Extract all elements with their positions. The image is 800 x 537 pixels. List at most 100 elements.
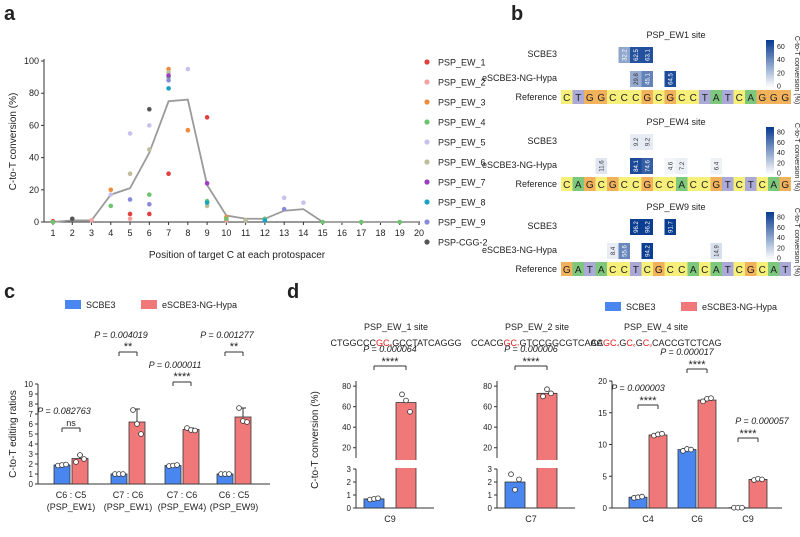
heatmap-cell (676, 71, 688, 87)
colorbar-segment (766, 53, 774, 57)
y-tick-label: 40 (483, 423, 492, 432)
bar (504, 481, 526, 509)
reference-base (595, 262, 607, 276)
legend-label: PSP_EW_7 (438, 178, 486, 188)
colorbar-segment (766, 170, 774, 174)
colorbar-tick-label: 20 (777, 160, 785, 167)
x-category-label: C7 (525, 514, 537, 524)
x-tick-label: 5 (128, 228, 133, 238)
sequence-segment: GTCCGGCGTCAAC (519, 338, 603, 348)
heatmap-cell (733, 47, 745, 63)
reference-base-letter: C (667, 180, 674, 191)
y-tick-label: 80 (483, 382, 492, 391)
colorbar-segment (766, 161, 774, 165)
x-tick-label: 7 (166, 228, 171, 238)
heatmap-cell (561, 71, 573, 87)
legend-swatch (605, 302, 621, 311)
heatmap-cell (595, 47, 607, 63)
legend-marker (424, 219, 430, 225)
reference-base-letter: C (632, 180, 639, 191)
bar (395, 402, 417, 509)
heatmap-cell (687, 134, 699, 150)
x-tick-label: 12 (260, 228, 270, 238)
heatmap-row-label: Reference (515, 92, 557, 102)
reference-base-letter: G (655, 265, 663, 276)
p-value: P = 0.000017 (660, 347, 714, 357)
bar (697, 399, 717, 509)
x-tick-label: 18 (375, 228, 385, 238)
heatmap-row-label: Reference (515, 179, 557, 189)
colorbar-segment (766, 156, 774, 160)
reference-base (595, 177, 607, 191)
y-tick-label: 80 (342, 382, 351, 391)
reference-base (630, 262, 642, 276)
data-point (108, 187, 114, 193)
heatmap-cell (779, 71, 791, 87)
reference-base-letter: C (563, 93, 570, 104)
heatmap-value: 91.7 (668, 221, 674, 233)
replicate-point (508, 471, 514, 478)
reference-base-letter: G (586, 93, 594, 104)
heatmap-cell (572, 134, 584, 150)
data-point (358, 219, 364, 225)
heatmap-cell (618, 71, 630, 87)
sequence-segment: ₉ (649, 341, 652, 348)
heatmap-cell (722, 47, 734, 63)
reference-base-letter: C (632, 93, 639, 104)
heatmap-cell (699, 158, 711, 174)
replicate-point (512, 486, 518, 493)
replicate-point (407, 408, 413, 415)
x-tick-label: 1 (50, 228, 55, 238)
reference-base-letter: T (725, 180, 731, 191)
heatmap-value: 14.9 (714, 245, 720, 257)
reference-base (572, 262, 584, 276)
reference-base (722, 262, 734, 276)
sequence-segment: GCCTATCAGGG (392, 338, 461, 348)
legend-swatch (141, 300, 157, 309)
reference-base (618, 177, 630, 191)
heatmap-cell (641, 134, 653, 150)
heatmap-value: 6.4 (714, 161, 720, 170)
reference-base (745, 90, 757, 104)
y-tick-label: 10 (24, 380, 33, 389)
y-tick-label: 100 (24, 56, 39, 66)
reference-base-letter: G (609, 180, 617, 191)
data-point (204, 200, 210, 205)
colorbar-segment (766, 65, 774, 69)
reference-base-letter: C (736, 180, 743, 191)
heatmap-cell (745, 71, 757, 87)
reference-base-letter: G (781, 93, 789, 104)
p-value: P = 0.001277 (200, 330, 254, 340)
heatmap-cell (756, 219, 768, 235)
heatmap-cell (733, 71, 745, 87)
reference-base (664, 177, 676, 191)
reference-base-letter: C (609, 265, 616, 276)
heatmap-cell (641, 71, 653, 87)
reference-base (561, 262, 573, 276)
reference-base-letter: C (655, 180, 662, 191)
reference-base (607, 262, 619, 276)
colorbar-tick-label: 20 (777, 70, 785, 77)
y-axis-label: C-to-T editing ratios (8, 390, 19, 478)
p-value: P = 0.082763 (37, 406, 90, 416)
bar (234, 416, 252, 485)
heatmap-cell (745, 158, 757, 174)
replicate-point (659, 430, 665, 437)
replicate-point (192, 427, 198, 434)
heatmap-cell (687, 71, 699, 87)
legend-marker (424, 159, 430, 165)
y-tick-label: 0 (347, 504, 352, 513)
reference-base-letter: G (597, 93, 605, 104)
heatmap-value: 29.8 (634, 73, 640, 85)
colorbar-segment (766, 246, 774, 250)
replicate-point (63, 461, 69, 468)
reference-base (768, 90, 780, 104)
colorbar-segment (766, 69, 774, 73)
data-point (166, 171, 171, 176)
colorbar-segment (766, 67, 774, 71)
colorbar-segment (766, 168, 774, 172)
colorbar-segment (766, 244, 774, 248)
reference-base-letter: A (575, 265, 582, 276)
y-tick-label: 60 (29, 120, 39, 130)
site-title: PSP_EW_4 site (624, 322, 688, 332)
